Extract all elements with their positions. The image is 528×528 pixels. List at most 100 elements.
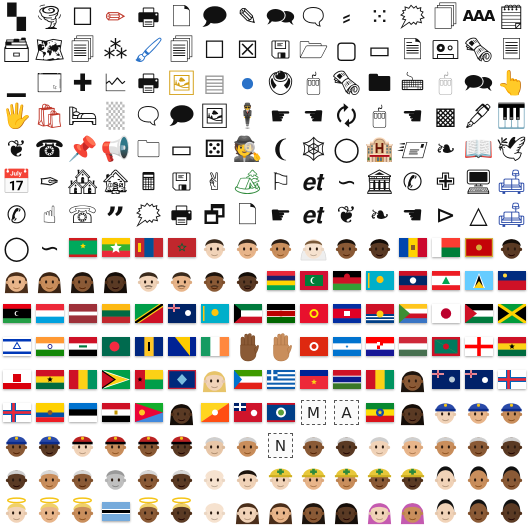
flag-estonia-cell xyxy=(66,396,99,429)
hand-arrow-cell: ⊳ xyxy=(429,198,462,231)
turban-man-dark-cell xyxy=(165,429,198,462)
flag-kuwait-icon xyxy=(233,304,262,323)
wide-bubble-icon: 🗩 xyxy=(168,101,195,130)
overlapping-windows-cell: 🗗 xyxy=(198,198,231,231)
bed-cell: 🛏 xyxy=(66,99,99,132)
blank-square-icon: ☐ xyxy=(71,2,94,31)
raised-hand-medium-cell xyxy=(264,330,297,363)
woman-face-medium-dark-icon xyxy=(68,266,97,295)
woman-face-dark-three-icon xyxy=(398,398,427,427)
stacked-pages-icon: 🗍 xyxy=(433,2,458,31)
flag-barbados-cell xyxy=(132,330,165,363)
angel-medium-icon xyxy=(68,497,97,526)
police-officer-medium-dark-icon xyxy=(2,431,31,460)
floppy-disk-cell: 🖫 xyxy=(264,33,297,66)
older-woman-grey-two-cell xyxy=(99,462,132,495)
flag-lebanon-icon xyxy=(431,271,460,290)
floral-ornament-cell: ❦ xyxy=(0,132,33,165)
police-officer-dark-icon xyxy=(35,431,64,460)
flag-mongolia-icon xyxy=(134,238,163,257)
spiky-bubble-cell: 🗯 xyxy=(132,198,165,231)
flag-cambodia-cell xyxy=(330,297,363,330)
flag-equatorial-guinea-icon xyxy=(233,370,262,389)
victory-hand-icon: ✌ xyxy=(204,167,225,196)
houses-icon: 🏘 xyxy=(67,167,98,196)
desktop-window-icon: 🗔 xyxy=(36,68,63,97)
raised-hand-outline-icon: 🖐 xyxy=(1,101,32,130)
black-handset-icon: ✆ xyxy=(6,200,27,229)
desktop-computer-icon: 🖥 xyxy=(463,167,494,196)
woman-shrug-medium-light-cell xyxy=(264,495,297,528)
burst-lines-cell: ⁂ xyxy=(99,33,132,66)
house-icon: 🏚 xyxy=(100,167,131,196)
flag-mauritania-icon xyxy=(68,238,97,257)
flag-gibraltar-icon xyxy=(2,370,31,389)
quill-pen-icon: ✎ xyxy=(237,2,258,31)
flag-maldives-cell xyxy=(297,264,330,297)
flourish-icon: ❦ xyxy=(336,200,357,229)
rolled-newspaper-icon: 🗞 xyxy=(331,68,362,97)
police-officer-dark-cell xyxy=(33,429,66,462)
guard-medium-cell xyxy=(462,462,495,495)
guard-medium-icon xyxy=(464,464,493,493)
flag-luxembourg-cell xyxy=(33,297,66,330)
angel-light-icon xyxy=(2,497,31,526)
raised-hand-medium-icon xyxy=(270,332,292,362)
couch-cell: 🛋 xyxy=(495,165,528,198)
open-book-cell: 📖 xyxy=(462,132,495,165)
fountain-pen-icon: 🖋 xyxy=(463,101,494,130)
document-icon: 🗋 xyxy=(171,2,192,31)
flag-eritrea-cell xyxy=(132,396,165,429)
baby-dark-hair-icon xyxy=(233,464,262,493)
flag-saint-lucia-cell xyxy=(462,264,495,297)
woman-shrug-medium-light-icon xyxy=(266,497,295,526)
flag-mauritania-cell xyxy=(66,231,99,264)
flag-mauritius-cell xyxy=(264,264,297,297)
fountain-pen-cell: 🖋 xyxy=(462,99,495,132)
turban-man-medium-dark-icon xyxy=(134,431,163,460)
flag-bermuda-cell xyxy=(231,396,264,429)
older-man-medium-light-icon xyxy=(398,431,427,460)
police-officer-medium-dark-cell xyxy=(0,429,33,462)
woman-face-medium-icon xyxy=(35,266,64,295)
flag-guyana-icon xyxy=(101,370,130,389)
document-cell: 🗋 xyxy=(165,0,198,33)
older-woman-light-cell xyxy=(198,429,231,462)
printer-two-cell: 🖶 xyxy=(132,66,165,99)
form-document-cell: 🗋 xyxy=(231,198,264,231)
calendar-icon: 📅 xyxy=(1,167,32,196)
flag-bangladesh-icon xyxy=(101,337,130,356)
turban-man-medium-dark-cell xyxy=(132,429,165,462)
older-woman-dark-two-cell xyxy=(0,462,33,495)
flag-bosnia-cell xyxy=(165,330,198,363)
flag-jordan-cell xyxy=(462,297,495,330)
woman-shrug-dark-cell xyxy=(330,495,363,528)
telephone-icon: ☎ xyxy=(34,134,65,163)
newspaper-cell: 🗞 xyxy=(462,33,495,66)
worker-helmet-medium-cell xyxy=(330,462,363,495)
floppy-disk-icon: 🖫 xyxy=(270,35,291,64)
pages-icon: 🗐 xyxy=(70,35,95,64)
flag-morocco-icon xyxy=(167,238,196,257)
burst-lines-icon: ⁂ xyxy=(103,35,128,64)
bride-face-cell xyxy=(297,231,330,264)
light-rays-cell: ⁙ xyxy=(363,0,396,33)
computer-mouse-cell: 🖱 xyxy=(363,99,396,132)
tornado-cell: 🌪 xyxy=(33,0,66,33)
index-finger-up-icon: ☝ xyxy=(42,200,57,229)
flag-mauritius-icon xyxy=(266,271,295,290)
man-face-medium-cell xyxy=(264,231,297,264)
flag-japan-icon xyxy=(431,304,460,323)
blond-woman-face-cell xyxy=(198,363,231,396)
guard-bearskin-dark-cell xyxy=(462,495,495,528)
woman-pink-medium-icon xyxy=(398,497,427,526)
tape-cartridge-icon: 🖭 xyxy=(431,35,460,64)
guard-medium-dark-cell xyxy=(495,462,528,495)
sofa-icon: 🛋 xyxy=(496,200,527,229)
empty-frame-cell: ☐ xyxy=(198,33,231,66)
flag-kazakhstan-icon xyxy=(365,271,394,290)
man-face-dark-icon xyxy=(365,233,394,262)
empty-rectangle-cell: ▭ xyxy=(363,33,396,66)
leaf-ornament-cell: ❧ xyxy=(429,132,462,165)
woman-face-medium-cell xyxy=(33,264,66,297)
